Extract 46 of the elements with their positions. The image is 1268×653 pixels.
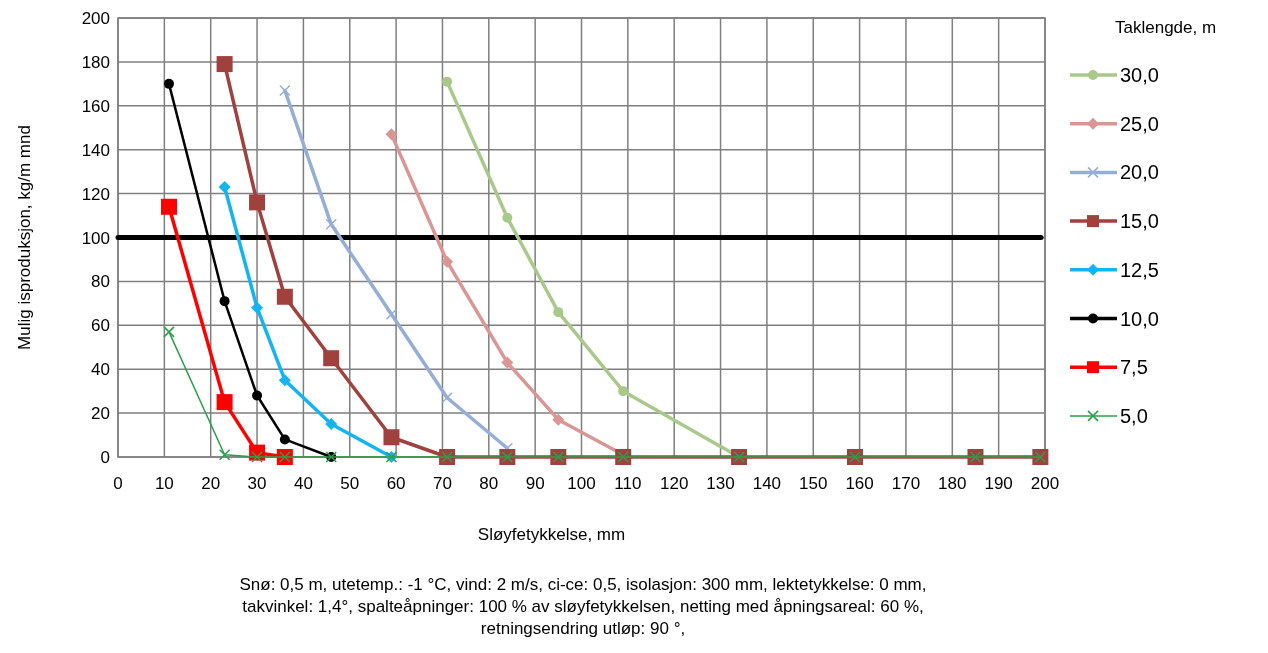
y-tick-label: 160 — [81, 96, 110, 116]
x-tick-label: 130 — [706, 474, 735, 493]
x-tick-label: 170 — [891, 474, 921, 493]
x-tick-label: 20 — [201, 474, 221, 493]
y-tick-label: 200 — [81, 9, 110, 28]
legend-label: 12,5 — [1120, 258, 1159, 281]
legend-label: 30,0 — [1120, 64, 1159, 86]
x-tick-label: 110 — [614, 474, 642, 493]
text: retningsendring utløp: 90 °, — [480, 619, 686, 638]
text: takvinkel: 1,4°, spalteåpninger: 100 % av sløyfetykkelsen, netting med åpningsareal: 60 %, — [242, 597, 924, 616]
x-tick-label: 80 — [479, 474, 499, 493]
x-tick-label: 180 — [938, 474, 967, 493]
x-tick-label: 190 — [984, 474, 1013, 493]
x-tick-label: 160 — [845, 474, 874, 493]
y-axis-title: Mulig isproduksjon, kg/m mnd — [15, 125, 34, 350]
x-tick-label: 120 — [660, 474, 689, 493]
x-tick-label: 140 — [752, 474, 782, 493]
legend-title: Taklengde, m — [1115, 18, 1217, 37]
y-tick-label: 80 — [91, 272, 110, 292]
y-tick-label: 20 — [91, 404, 110, 424]
legend-label: 10,0 — [1120, 307, 1159, 330]
x-tick-label: 10 — [154, 474, 174, 493]
x-tick-label: 60 — [386, 474, 406, 493]
y-tick-label: 60 — [91, 316, 110, 336]
y-tick-label: 0 — [100, 448, 110, 467]
x-axis-title: Sløyfetykkelse, mm — [477, 525, 626, 544]
y-tick-label: 140 — [81, 140, 110, 160]
y-tick-label: 100 — [81, 228, 110, 248]
x-tick-label: 90 — [525, 474, 545, 493]
x-tick-label: 50 — [340, 474, 360, 493]
y-tick-label: 180 — [81, 52, 110, 72]
legend-label: 5,0 — [1120, 404, 1148, 427]
x-tick-label: 200 — [1030, 474, 1060, 493]
legend-label: 20,0 — [1120, 161, 1159, 184]
text: Snø: 0,5 m, utetemp.: -1 °C, vind: 2 m/s, ci-ce: 0,5, isolasjon: 300 mm, lektetykkelse: 0 mm, — [239, 575, 927, 594]
y-tick-label: 120 — [81, 184, 110, 204]
x-tick-label: 0 — [113, 474, 123, 493]
x-tick-label: 40 — [293, 474, 313, 493]
legend-label: 25,0 — [1120, 112, 1159, 135]
x-tick-label: 100 — [567, 474, 596, 493]
legend-label: 15,0 — [1120, 210, 1159, 233]
x-tick-label: 70 — [432, 474, 452, 493]
y-tick-label: 40 — [91, 360, 110, 380]
legend-label: 7,5 — [1120, 356, 1148, 379]
x-tick-label: 30 — [247, 474, 267, 493]
x-tick-label: 150 — [799, 474, 828, 493]
